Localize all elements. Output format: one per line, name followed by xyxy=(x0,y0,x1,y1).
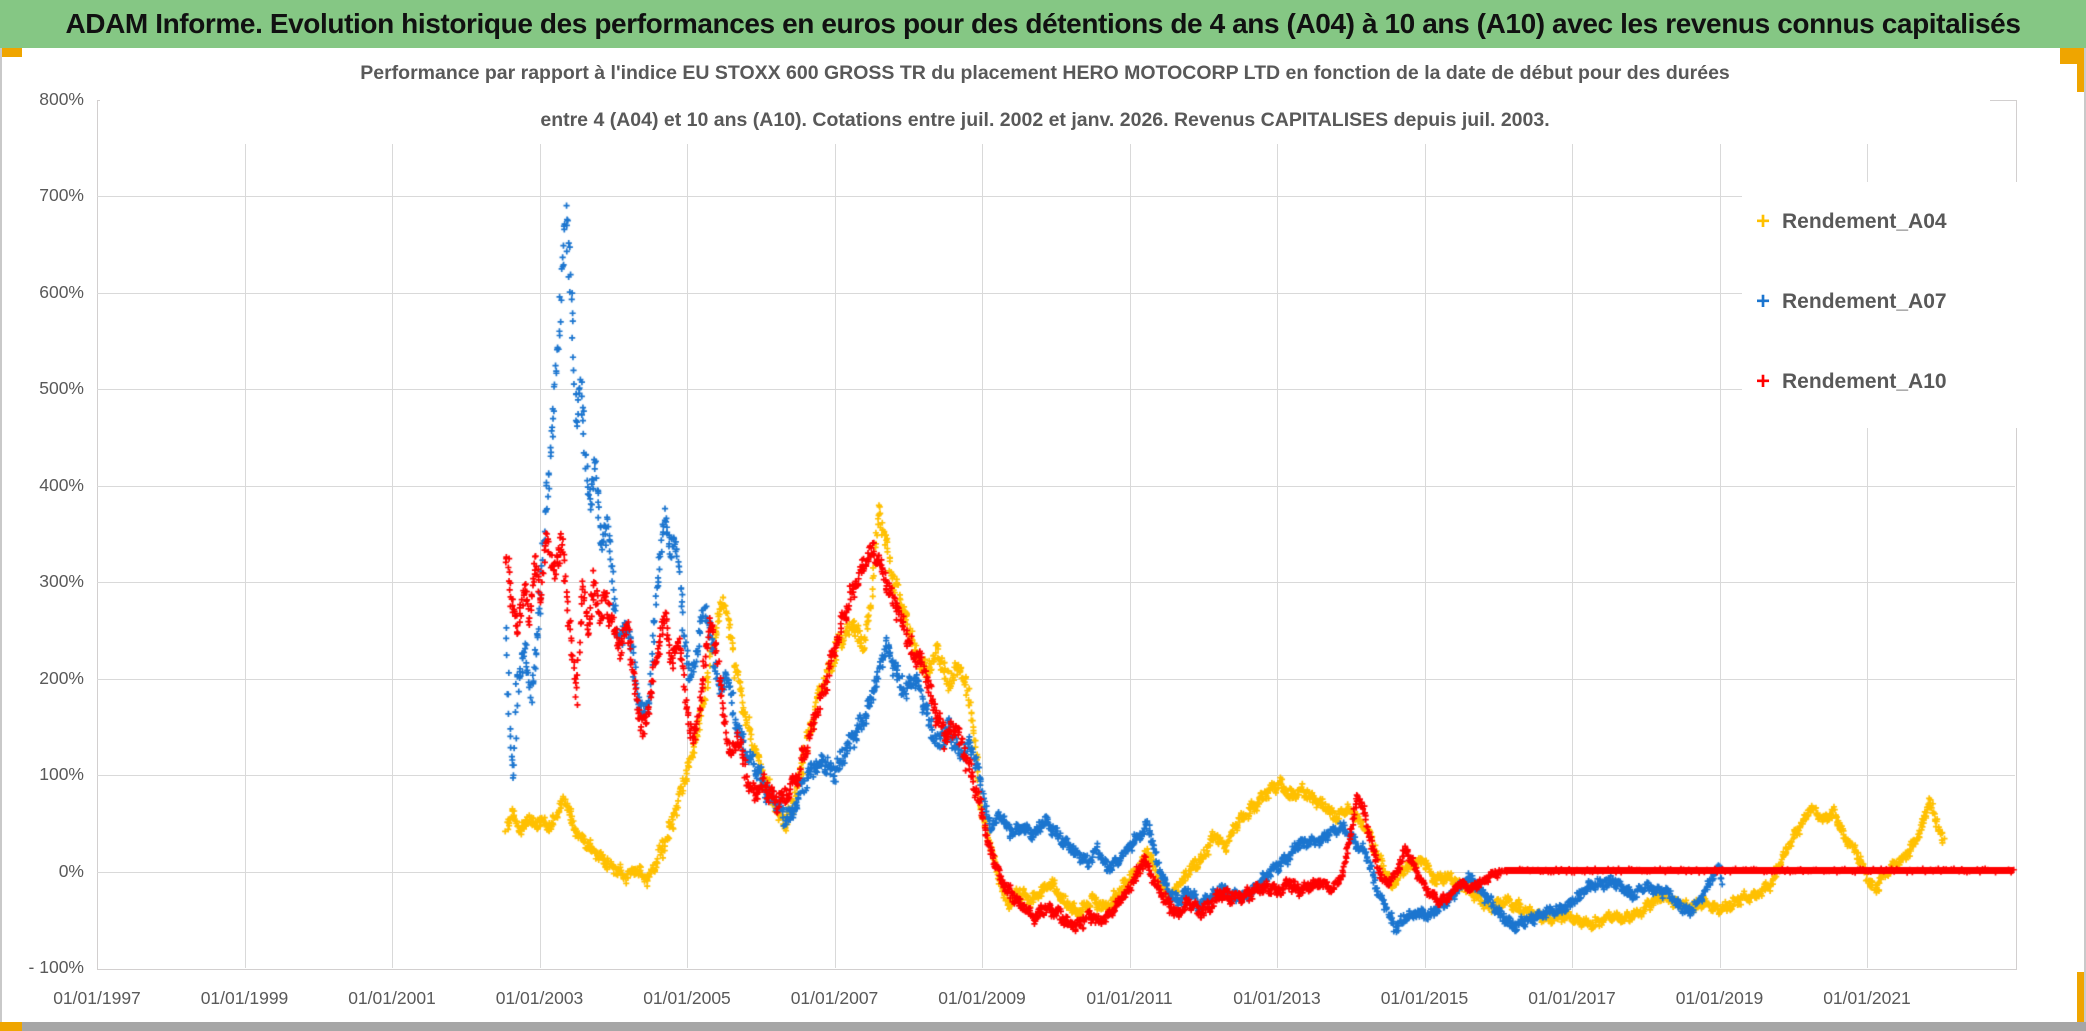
plus-marker-icon: + xyxy=(1756,368,1771,395)
plus-marker-icon: + xyxy=(1756,208,1771,235)
chart-legend: + Rendement_A04 + Rendement_A07 + Rendem… xyxy=(1742,182,2062,428)
legend-label: Rendement_A10 xyxy=(1782,370,1947,393)
legend-label: Rendement_A07 xyxy=(1782,290,1947,313)
legend-item-rendement-a10: + Rendement_A10 xyxy=(1742,342,2062,422)
gold-accent-bottom-left xyxy=(0,1022,22,1031)
legend-label: Rendement_A04 xyxy=(1782,210,1947,233)
legend-item-rendement-a07: + Rendement_A07 xyxy=(1742,262,2062,342)
plus-marker-icon: + xyxy=(1756,288,1771,315)
legend-item-rendement-a04: + Rendement_A04 xyxy=(1742,182,2062,262)
